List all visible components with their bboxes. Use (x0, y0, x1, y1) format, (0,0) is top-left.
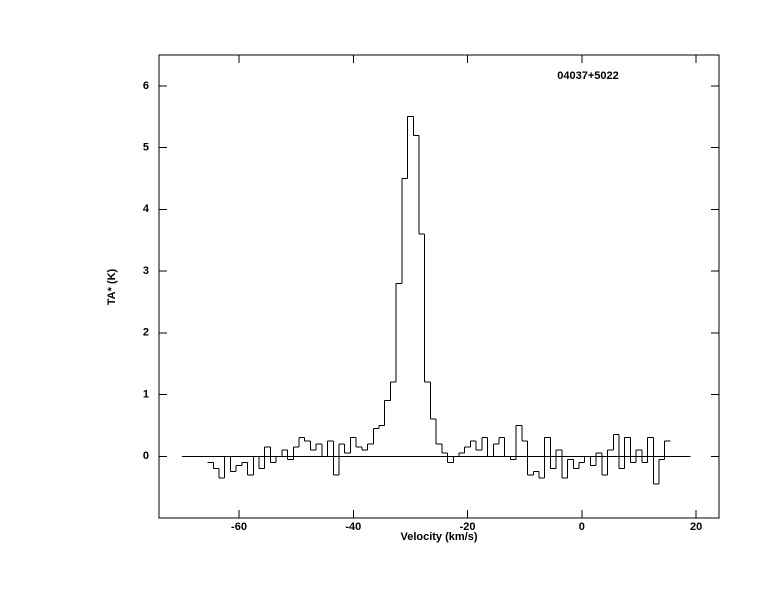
y-tick-label: 5 (143, 142, 149, 154)
y-tick-label: 2 (143, 327, 149, 339)
x-tick-label: -40 (345, 521, 361, 533)
x-tick-label: 20 (690, 521, 702, 533)
x-axis-label: Velocity (km/s) (400, 531, 477, 543)
y-tick-label: 1 (143, 388, 149, 400)
x-tick-label: 0 (579, 521, 585, 533)
x-tick-label: -60 (231, 521, 247, 533)
x-tick-label: -20 (460, 521, 476, 533)
y-axis-label: TA* (K) (106, 268, 118, 305)
y-tick-label: 6 (143, 80, 149, 92)
y-tick-label: 3 (143, 265, 149, 277)
y-tick-label: 0 (143, 450, 149, 462)
y-tick-label: 4 (143, 203, 150, 215)
plot-frame (158, 54, 720, 519)
chart-title: 04037+5022 (557, 70, 618, 82)
